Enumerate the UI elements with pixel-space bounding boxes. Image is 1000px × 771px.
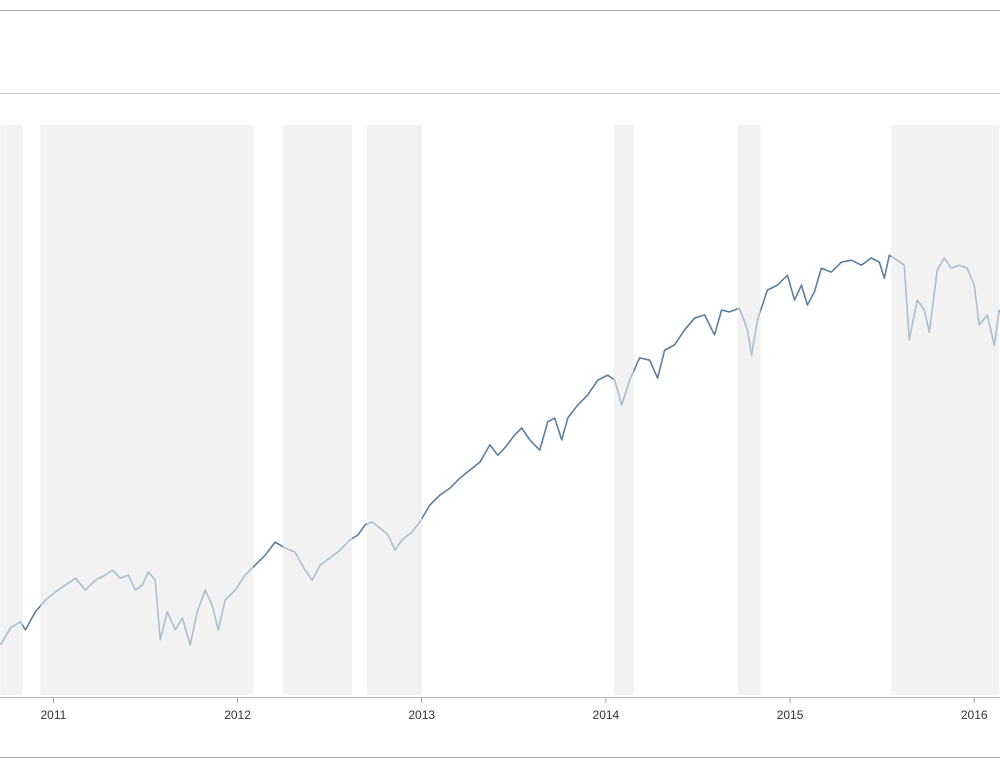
shaded-range (737, 125, 761, 695)
x-tick-label: 2011 (41, 708, 67, 722)
shaded-range (891, 125, 1000, 695)
shaded-range (367, 125, 422, 695)
x-tick-label: 2012 (224, 708, 251, 722)
x-tick-label: 2015 (777, 708, 804, 722)
x-tick-label: 2014 (593, 708, 620, 722)
shaded-range (40, 125, 254, 695)
shaded-range (613, 125, 634, 695)
price-line (0, 254, 1000, 646)
shaded-range (283, 125, 352, 695)
shaded-range (0, 125, 23, 695)
x-tick-label: 2016 (961, 708, 988, 722)
x-tick-label: 2013 (408, 708, 435, 722)
